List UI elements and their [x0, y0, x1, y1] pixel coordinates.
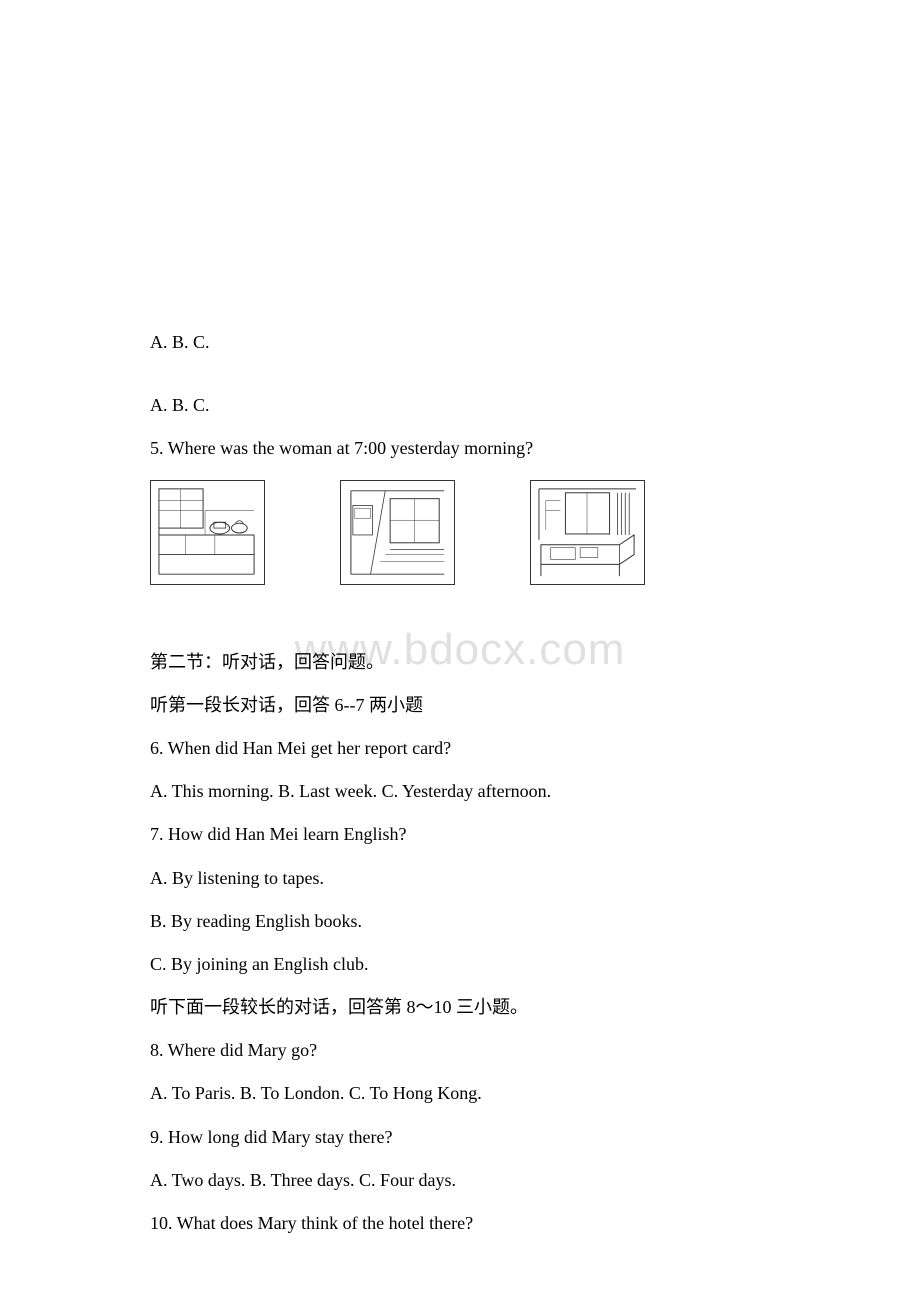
question-7-option-b: B. By reading English books.	[150, 909, 770, 934]
dialog-1-intro: 听第一段长对话，回答 6--7 两小题	[150, 693, 770, 718]
question-10: 10. What does Mary think of the hotel th…	[150, 1211, 770, 1236]
question-5-images	[150, 480, 770, 585]
image-bedroom	[530, 480, 645, 585]
question-8: 8. Where did Mary go?	[150, 1038, 770, 1063]
dialog-2-intro: 听下面一段较长的对话，回答第 8～10 三小题。	[150, 995, 770, 1020]
question-7: 7. How did Han Mei learn English?	[150, 822, 770, 847]
question-9: 9. How long did Mary stay there?	[150, 1125, 770, 1150]
question-7-option-a: A. By listening to tapes.	[150, 866, 770, 891]
document-content: A. B. C. A. B. C. 5. Where was the woman…	[150, 0, 770, 1236]
question-8-options: A. To Paris. B. To London. C. To Hong Ko…	[150, 1081, 770, 1106]
question-7-option-c: C. By joining an English club.	[150, 952, 770, 977]
question-6-options: A. This morning. B. Last week. C. Yester…	[150, 779, 770, 804]
question-5: 5. Where was the woman at 7:00 yesterday…	[150, 436, 770, 461]
options-abc-2: A. B. C.	[150, 393, 770, 418]
section-2-title: 第二节：听对话，回答问题。	[150, 650, 770, 675]
question-9-options: A. Two days. B. Three days. C. Four days…	[150, 1168, 770, 1193]
image-kitchen	[150, 480, 265, 585]
options-abc-1: A. B. C.	[150, 330, 770, 355]
image-bathroom	[340, 480, 455, 585]
question-6: 6. When did Han Mei get her report card?	[150, 736, 770, 761]
